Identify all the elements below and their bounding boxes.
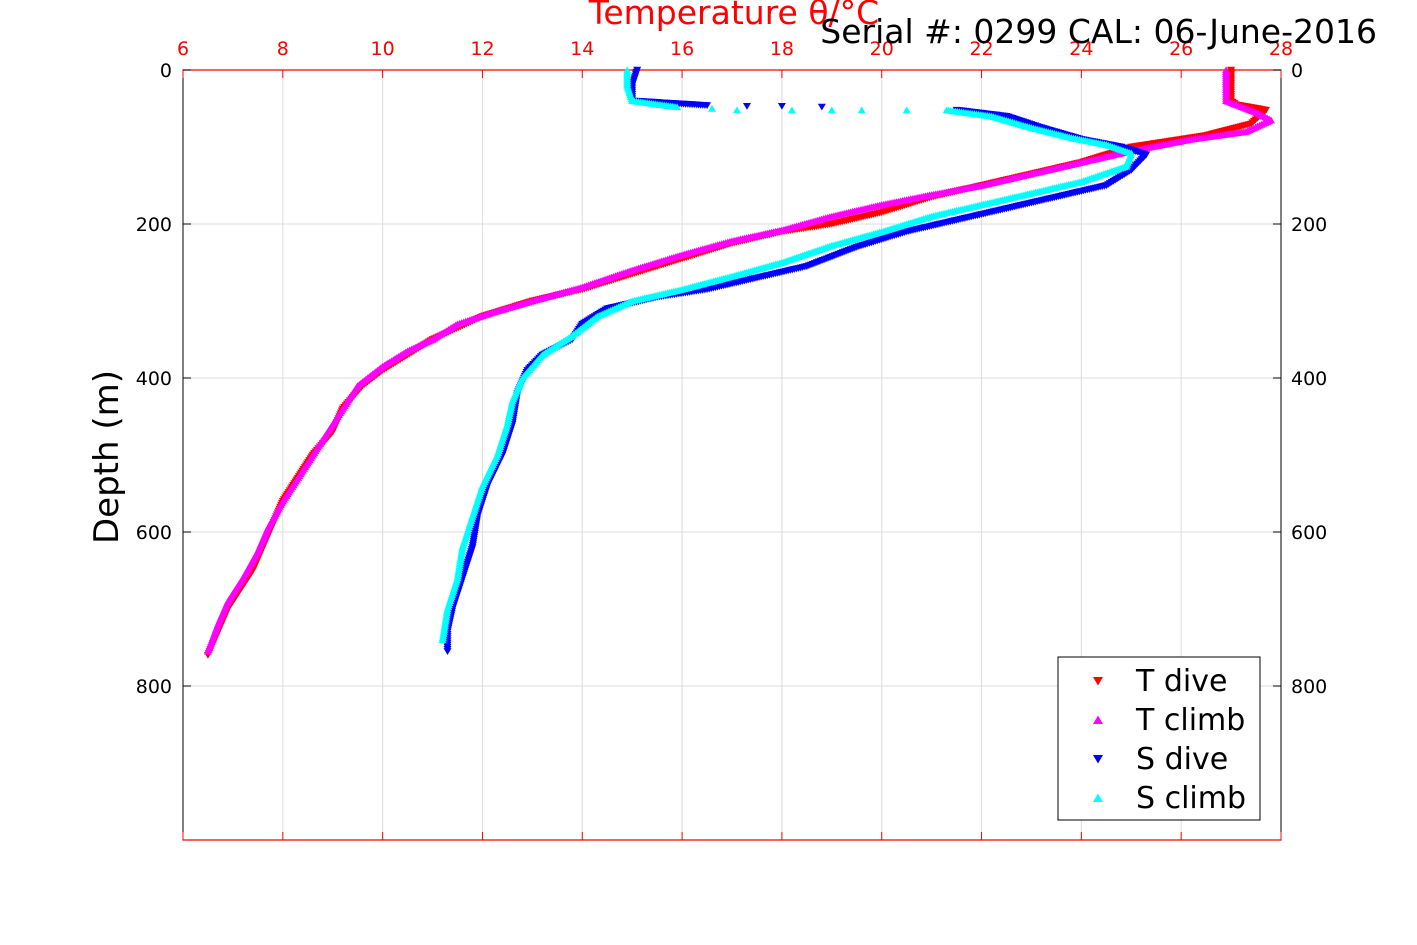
y-tick-label-right: 200 [1291,214,1327,236]
series-t-climb [203,66,1276,655]
legend-marker [1093,715,1103,724]
data-points [203,66,1276,659]
y-tick-label-right: 0 [1291,60,1303,82]
legend-marker [1093,793,1103,802]
legend-items: T dive T climb S dive S climb [1093,664,1246,816]
legend-label: T dive [1135,664,1227,699]
data-point [732,106,741,114]
data-point [203,647,212,655]
legend-box [1057,656,1261,821]
data-point [742,102,751,110]
legend-label: S dive [1136,742,1228,777]
y-axis-label: Depth (m) [87,370,127,544]
data-point [708,104,717,112]
x-tick-label: 18 [770,38,794,60]
y-tick-label-left: 400 [136,368,172,390]
x-tick-label: 26 [1169,38,1193,60]
y-tick-label-left: 800 [136,676,172,698]
data-point [703,102,712,110]
x-tick-label: 20 [870,38,894,60]
data-point [817,103,826,111]
x-tick-label: 12 [470,38,494,60]
y-tick-label-right: 400 [1291,368,1327,390]
legend-label: T climb [1135,703,1245,738]
legend-label: S climb [1136,781,1246,816]
data-point [787,106,796,114]
x-tick-label: 14 [570,38,594,60]
data-point [827,106,836,114]
data-point [902,106,911,114]
x-tick-label: 24 [1069,38,1093,60]
legend: T dive T climb S dive S climb [1057,656,1261,821]
data-point [673,103,682,111]
y-tick-label-right: 600 [1291,522,1327,544]
y-tick-label-right: 800 [1291,676,1327,698]
chart-subtitle: Serial #: 0299 CAL: 06-June-2016 [820,12,1377,51]
y-tick-label-left: 0 [160,60,172,82]
x-tick-label: 6 [177,38,189,60]
data-point [857,106,866,114]
x-tick-label: 16 [670,38,694,60]
legend-marker [1093,755,1103,764]
series-s-climb [438,66,1136,643]
y-tick-label-left: 600 [136,522,172,544]
chart-title: Temperature θ/°C [588,0,879,32]
data-point [777,102,786,110]
data-point [438,636,447,643]
x-tick-label: 8 [277,38,289,60]
legend-marker [1093,677,1103,686]
x-tick-label: 10 [371,38,395,60]
x-tick-label: 22 [969,38,993,60]
y-tick-label-left: 200 [136,214,172,236]
data-point [443,648,452,655]
series-s-dive [443,66,1151,655]
x-tick-label: 28 [1269,38,1293,60]
